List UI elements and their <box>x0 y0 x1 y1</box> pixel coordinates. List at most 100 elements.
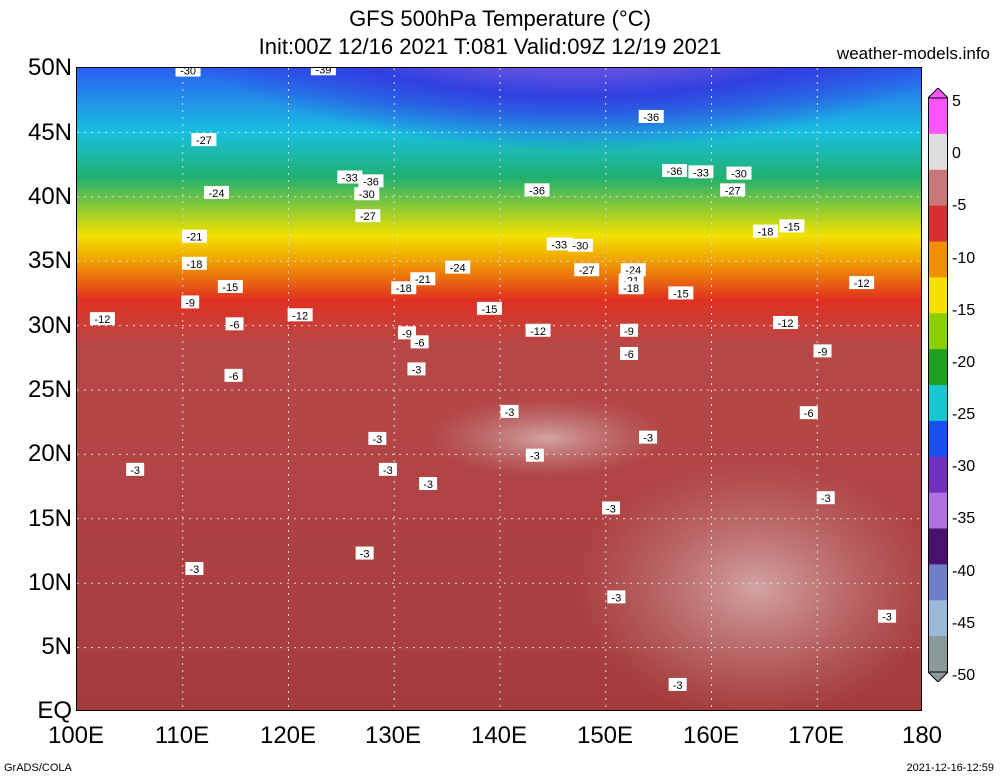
colorbar-band <box>928 420 948 458</box>
svg-text:-3: -3 <box>821 493 831 505</box>
svg-text:-15: -15 <box>673 288 689 300</box>
lon-label-180: 180 <box>901 722 943 749</box>
colorbar-label: -40 <box>952 562 976 580</box>
contour-label: -24 <box>204 185 230 200</box>
svg-text:-6: -6 <box>229 371 239 383</box>
contour-label: -3 <box>378 462 397 477</box>
svg-text:-3: -3 <box>611 592 621 604</box>
contour-label: -3 <box>668 677 687 692</box>
colorbar-band <box>928 169 948 207</box>
svg-text:-36: -36 <box>643 112 659 124</box>
svg-text:-21: -21 <box>186 232 202 244</box>
contour-label: -3 <box>500 404 519 419</box>
contour-label: -15 <box>217 279 243 294</box>
contour-label: -3 <box>602 501 621 515</box>
graticule <box>77 68 921 710</box>
svg-text:-36: -36 <box>529 185 545 197</box>
colorbar-label: -20 <box>952 353 976 371</box>
colorbar-band <box>928 564 948 601</box>
svg-text:-6: -6 <box>624 349 634 361</box>
svg-text:-18: -18 <box>623 283 639 295</box>
svg-text:-3: -3 <box>189 564 199 576</box>
svg-text:-3: -3 <box>673 680 683 692</box>
colorbar-label: -15 <box>952 301 976 319</box>
contour-label: -3 <box>525 448 544 463</box>
lon-label-100e: 100E <box>47 722 105 749</box>
footer-timestamp: 2021-12-16-12:59 <box>906 762 994 774</box>
contour-label: -18 <box>752 224 778 239</box>
svg-text:-3: -3 <box>423 479 433 491</box>
lon-label-140e: 140E <box>470 722 528 749</box>
svg-text:-12: -12 <box>778 318 794 330</box>
contour-label: -24 <box>445 260 471 275</box>
lat-label-35n: 35N <box>27 247 72 274</box>
contour-label: -3 <box>878 609 897 624</box>
colorbar-label: -35 <box>952 510 976 528</box>
contour-label: -36 <box>638 109 664 124</box>
colorbar-band <box>928 241 948 278</box>
svg-text:-15: -15 <box>784 221 800 233</box>
colorbar-band <box>928 133 948 171</box>
svg-text:-27: -27 <box>196 135 212 147</box>
contour-label: -6 <box>224 368 243 383</box>
lat-label-30n: 30N <box>27 312 72 339</box>
contour-label: -3 <box>126 462 145 477</box>
contour-label: -12 <box>287 308 313 322</box>
svg-text:-9: -9 <box>185 297 195 309</box>
lon-label-110e: 110E <box>154 722 210 749</box>
svg-text:-3: -3 <box>643 433 653 445</box>
svg-text:-33: -33 <box>342 172 358 184</box>
contour-label: -21 <box>181 229 207 244</box>
map-subtitle: Init:00Z 12/16 2021 T:081 Valid:09Z 12/1… <box>258 34 722 59</box>
lon-label-170e: 170E <box>787 722 845 749</box>
contour-label: -18 <box>618 281 644 295</box>
contour-label: -39 <box>310 68 336 76</box>
svg-text:-18: -18 <box>757 227 773 239</box>
contour-labels: -30 -39-36-27-36 -33 -30-33 -36-27-36-30-24-… <box>89 68 897 692</box>
contour-label: -6 <box>225 317 244 331</box>
contour-label: -9 <box>620 323 639 338</box>
contour-label: -12 <box>849 276 875 290</box>
svg-text:-30: -30 <box>180 68 196 78</box>
svg-text:-36: -36 <box>363 176 379 188</box>
colorbar-label: -45 <box>952 614 976 632</box>
svg-text:-3: -3 <box>360 549 370 561</box>
svg-text:-15: -15 <box>222 282 238 294</box>
contour-label: -27 <box>191 133 217 147</box>
contour-label: -3 <box>355 546 374 561</box>
svg-text:-9: -9 <box>818 346 828 358</box>
colorbar-band <box>928 385 948 422</box>
svg-text:-3: -3 <box>372 434 382 446</box>
svg-text:-3: -3 <box>412 364 422 376</box>
colorbar-band <box>928 98 948 135</box>
contour-label: -27 <box>574 263 600 277</box>
lat-label-25n: 25N <box>27 376 72 403</box>
colorbar-label: -30 <box>952 458 976 476</box>
svg-text:-15: -15 <box>481 304 497 316</box>
lat-label-eq: EQ <box>37 697 72 724</box>
svg-text:-21: -21 <box>415 274 431 286</box>
svg-text:-33: -33 <box>693 167 709 179</box>
contour-label: -3 <box>419 477 438 491</box>
lon-label-120e: 120E <box>259 722 317 749</box>
colorbar <box>928 88 948 682</box>
contour-label: -3 <box>185 562 204 576</box>
lat-label-10n: 10N <box>27 569 72 596</box>
contour-label: -15 <box>779 219 805 233</box>
svg-text:-12: -12 <box>854 278 870 290</box>
contour-label: -18 <box>181 256 207 271</box>
lon-label-150e: 150E <box>576 722 634 749</box>
svg-text:-9: -9 <box>402 328 412 340</box>
svg-text:-18: -18 <box>186 259 202 271</box>
colorbar-band <box>928 277 948 314</box>
contour-label: -6 <box>799 406 818 420</box>
svg-text:-30: -30 <box>731 169 747 181</box>
contour-label: -15 <box>476 301 502 316</box>
svg-text:-33: -33 <box>551 239 567 251</box>
map-title: GFS 500hPa Temperature (°C) <box>349 6 651 31</box>
lat-label-45n: 45N <box>27 119 72 146</box>
contour-label: -36 <box>358 174 384 188</box>
colorbar-band <box>928 205 948 242</box>
lat-label-40n: 40N <box>27 183 72 210</box>
temperature-map[interactable]: -30 -39 -36 -27 -36 -33 -30 -33 -36 -27 -36 -30 -24-… <box>76 67 922 711</box>
